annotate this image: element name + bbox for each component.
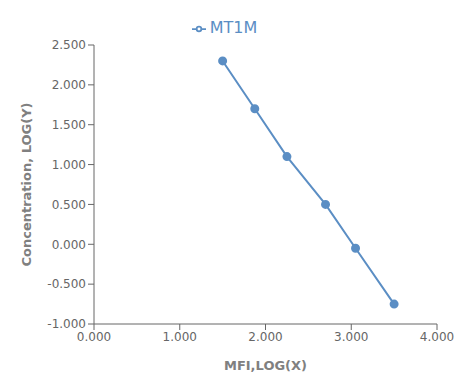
svg-text:2.000: 2.000 <box>248 330 282 344</box>
svg-text:0.000: 0.000 <box>77 330 111 344</box>
svg-text:2.000: 2.000 <box>52 78 86 92</box>
svg-text:0.000: 0.000 <box>52 238 86 252</box>
svg-text:1.500: 1.500 <box>52 118 86 132</box>
svg-text:Concentration, LOG(Y): Concentration, LOG(Y) <box>19 102 34 266</box>
svg-text:0.500: 0.500 <box>52 198 86 212</box>
svg-text:2.500: 2.500 <box>52 38 86 52</box>
svg-text:1.000: 1.000 <box>163 330 197 344</box>
svg-text:-0.500: -0.500 <box>47 277 86 291</box>
svg-text:-1.000: -1.000 <box>47 317 86 331</box>
svg-text:3.000: 3.000 <box>334 330 368 344</box>
svg-text:1.000: 1.000 <box>52 158 86 172</box>
html-text:MT1M: MT1M <box>209 18 258 37</box>
svg-text:4.000: 4.000 <box>420 330 454 344</box>
svg-text:MFI,LOG(X): MFI,LOG(X) <box>224 358 307 373</box>
